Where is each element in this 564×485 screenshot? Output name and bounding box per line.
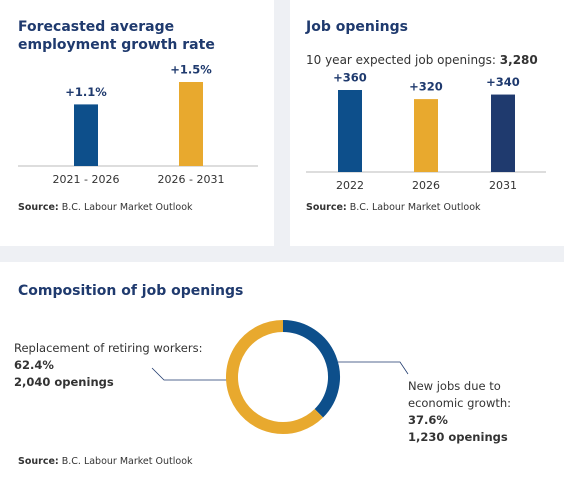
value-label: +1.5% <box>170 63 212 77</box>
chart-title: Forecasted average employment growth rat… <box>18 19 215 53</box>
donut-segment <box>226 320 324 434</box>
x-tick-label: 2026 - 2031 <box>158 173 225 186</box>
subtitle: 10 year expected job openings: 3,280 <box>306 52 538 69</box>
subtitle-text: 10 year expected job openings: <box>306 53 496 67</box>
source-text: B.C. Labour Market Outlook <box>349 202 481 213</box>
bar <box>414 99 438 172</box>
source-text: B.C. Labour Market Outlook <box>61 202 193 213</box>
value-label: 62.4% <box>14 358 54 372</box>
leader-line <box>151 367 228 381</box>
bar <box>74 104 98 166</box>
panel <box>0 0 274 246</box>
donut-label: New jobs due to economic growth: 37.6% 1… <box>408 378 548 446</box>
value-label: +1.1% <box>65 85 107 99</box>
source: Source: B.C. Labour Market Outlook <box>18 202 193 213</box>
detail: 1,230 openings <box>408 430 508 444</box>
chart-title: Composition of job openings <box>18 283 244 299</box>
leader-line <box>338 361 409 375</box>
bar <box>179 82 203 166</box>
donut-segment <box>282 320 340 418</box>
panel <box>0 262 564 485</box>
x-tick-label: 2021 - 2026 <box>53 173 120 186</box>
category: New jobs due to economic growth: <box>408 379 512 410</box>
value-label: +320 <box>409 80 443 94</box>
source: Source: B.C. Labour Market Outlook <box>18 456 193 467</box>
source-text: B.C. Labour Market Outlook <box>61 456 193 467</box>
value-label: +340 <box>486 75 520 89</box>
detail: 2,040 openings <box>14 375 114 389</box>
bar <box>338 90 362 172</box>
x-tick-label: 2026 <box>412 179 440 192</box>
bar <box>491 94 515 172</box>
source: Source: B.C. Labour Market Outlook <box>306 202 481 213</box>
chart-title: Job openings <box>306 19 408 35</box>
source-label: Source: <box>18 202 59 213</box>
value-label: +360 <box>333 71 367 85</box>
source-label: Source: <box>18 456 59 467</box>
total: 3,280 <box>499 53 538 67</box>
value-label: 37.6% <box>408 413 448 427</box>
x-tick-label: 2031 <box>489 179 517 192</box>
source-label: Source: <box>306 202 347 213</box>
x-tick-label: 2022 <box>336 179 364 192</box>
donut-label: Replacement of retiring workers: 62.4% 2… <box>14 340 204 391</box>
category: Replacement of retiring workers: <box>14 341 203 355</box>
